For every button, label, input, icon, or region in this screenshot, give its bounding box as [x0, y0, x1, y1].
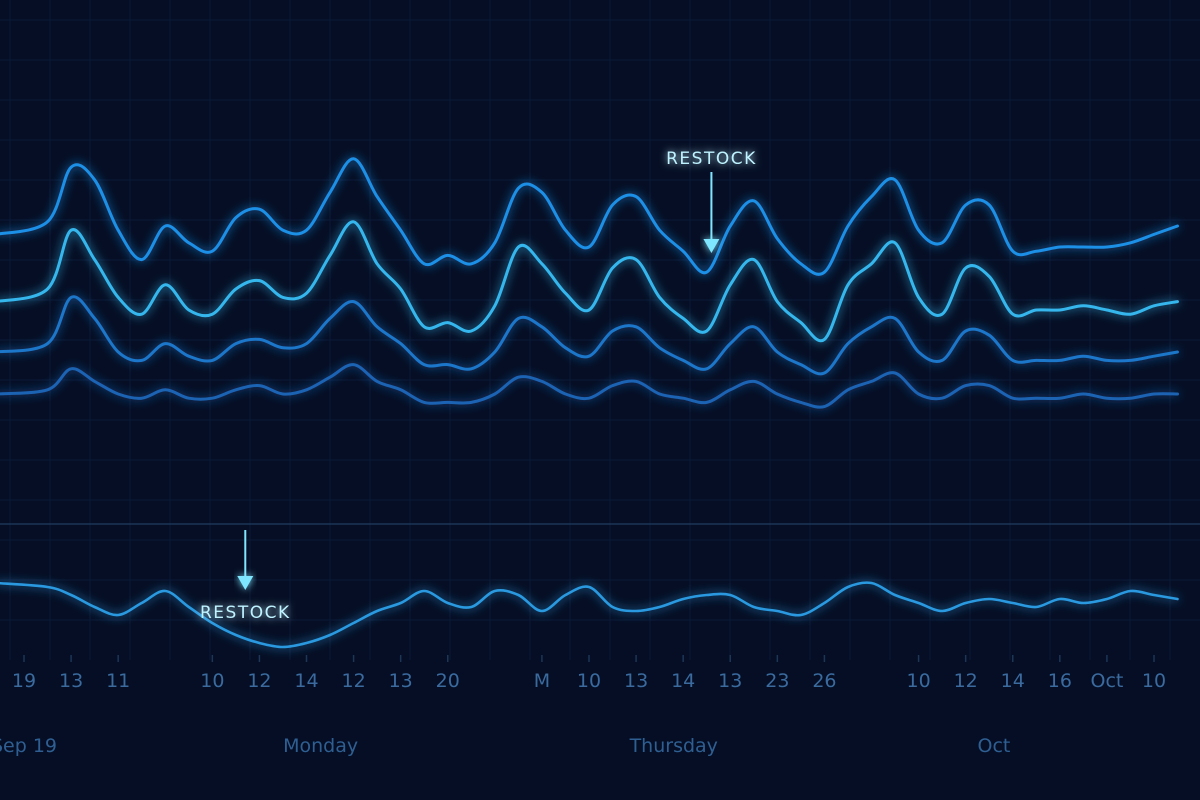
x-tick-label: 13 [59, 670, 83, 692]
x-tick-label: 11 [106, 670, 130, 692]
x-axis-ticks: 19 13 11 10 12 14 12 13 20 M 10 13 14 13 23 26 10 12 14 16 O… [12, 655, 1166, 692]
x-tick-label: 26 [812, 670, 836, 692]
x-tick-label: 10 [906, 670, 930, 692]
x-tick-label: 13 [624, 670, 648, 692]
annotations: RESTOCK RESTOCK [200, 149, 757, 623]
x-tick-label: M [534, 670, 550, 692]
x-tick-label: 12 [954, 670, 978, 692]
annotation-label: RESTOCK [666, 149, 757, 169]
x-tick-label: 23 [765, 670, 789, 692]
annotation-restock-1: RESTOCK [666, 149, 757, 253]
x-tick-label: 13 [718, 670, 742, 692]
x-tick-label: 12 [247, 670, 271, 692]
x-tick-label: Oct [1090, 670, 1123, 692]
series-layer [0, 157, 1179, 649]
x-tick-label: 10 [200, 670, 224, 692]
x-tick-label: 14 [1001, 670, 1025, 692]
x-group-label: Monday [283, 735, 358, 757]
series-line-4 [0, 363, 1179, 409]
x-tick-label: 10 [577, 670, 601, 692]
series-line-3 [0, 295, 1179, 376]
x-group-label: Sep 19 [0, 735, 57, 757]
annotation-arrow-head [703, 238, 720, 253]
x-tick-label: 10 [1142, 670, 1166, 692]
x-tick-label: 16 [1048, 670, 1072, 692]
annotation-arrow-head [237, 576, 254, 590]
x-tick-label: 14 [294, 670, 318, 692]
x-group-label: Thursday [629, 735, 718, 757]
x-axis-groups: Sep 19 Monday Thursday Oct [0, 735, 1010, 757]
series-line-2 [0, 220, 1179, 343]
x-group-label: Oct [977, 735, 1010, 757]
series-line-1 [0, 157, 1179, 276]
annotation-label: RESTOCK [200, 603, 291, 623]
x-tick-label: 20 [436, 670, 460, 692]
annotation-restock-2: RESTOCK [200, 530, 291, 623]
x-tick-label: 19 [12, 670, 36, 692]
x-tick-label: 12 [341, 670, 365, 692]
series-line-5 [0, 581, 1179, 649]
grid [0, 0, 1200, 660]
x-tick-label: 13 [389, 670, 413, 692]
x-tick-label: 14 [671, 670, 695, 692]
